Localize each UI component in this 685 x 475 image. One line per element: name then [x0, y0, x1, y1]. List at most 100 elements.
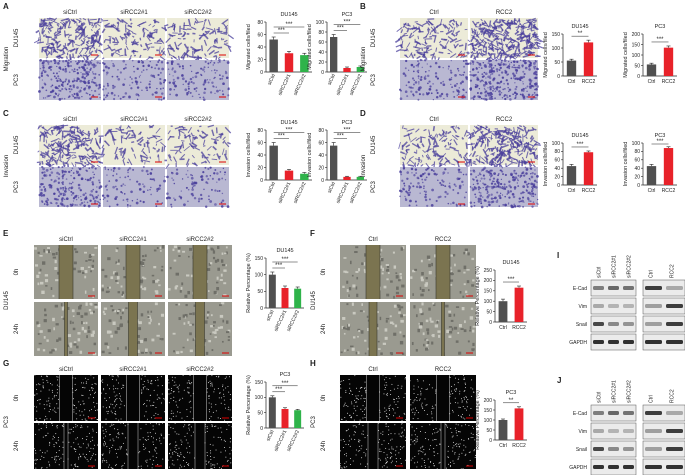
- stained-cell: [409, 182, 412, 185]
- stained-cell: [511, 40, 516, 44]
- stained-cell: [78, 48, 84, 55]
- cell-dot: [86, 447, 88, 449]
- x-tick-label: Ctrl: [648, 79, 656, 85]
- stained-cell: [105, 38, 111, 42]
- stained-cell: [403, 127, 408, 130]
- cell-dot: [37, 400, 39, 402]
- stained-cell: [46, 152, 51, 159]
- texture-spot: [155, 280, 159, 283]
- x-tick-label: RCC2: [512, 325, 526, 331]
- cell-dot: [85, 382, 87, 384]
- cell-dot: [54, 410, 56, 412]
- stained-cell: [43, 203, 46, 205]
- texture-spot: [36, 321, 39, 325]
- stained-cell: [165, 163, 170, 170]
- stained-cell: [427, 20, 434, 26]
- row-label: 24h: [321, 324, 327, 334]
- stained-cell: [57, 87, 59, 90]
- cell-dot: [85, 457, 87, 459]
- cell-dot: [220, 417, 222, 419]
- stained-cell: [157, 73, 160, 77]
- column-header: Ctrl: [429, 117, 438, 123]
- stained-cell: [78, 33, 85, 40]
- texture-spot: [114, 272, 119, 276]
- y-tick-label: 0: [321, 70, 324, 76]
- cell-dot: [100, 392, 102, 394]
- stained-cell: [209, 79, 211, 81]
- texture-spot: [112, 321, 116, 325]
- cell-dot: [40, 390, 42, 392]
- cell-dot: [83, 456, 85, 458]
- column-header: siRCC2#1: [120, 117, 148, 123]
- blot-strip: [642, 297, 685, 315]
- cell-dot: [54, 461, 56, 463]
- stained-cell: [207, 195, 210, 198]
- cell-dot: [140, 378, 142, 380]
- wound-gap: [441, 302, 445, 356]
- scratch-image: [168, 302, 232, 356]
- texture-spot: [189, 247, 193, 251]
- cell-dot: [57, 436, 59, 438]
- stained-cell: [425, 32, 430, 38]
- column-header: siRCC2#2: [184, 117, 212, 123]
- y-tick-label: 80: [257, 20, 263, 26]
- stained-cell: [404, 74, 407, 77]
- stained-cell: [145, 169, 149, 173]
- cell-dot: [148, 389, 150, 391]
- stained-cell: [69, 203, 72, 206]
- stained-cell: [424, 193, 427, 196]
- stained-cell: [400, 173, 403, 176]
- texture-spot: [215, 328, 219, 332]
- scratch-image: [34, 302, 98, 356]
- lane-label: Ctrl: [649, 270, 655, 278]
- stained-cell: [422, 185, 425, 188]
- cell-dot: [175, 415, 177, 417]
- cell-dot: [117, 419, 119, 421]
- stained-cell: [426, 145, 431, 153]
- stained-cell: [532, 183, 536, 186]
- stained-cell: [94, 38, 101, 45]
- fluorescence-image: [33, 422, 99, 469]
- texture-spot: [221, 263, 226, 267]
- stained-cell: [484, 91, 487, 94]
- wound-gap: [64, 302, 68, 356]
- protein-band: [608, 286, 619, 290]
- stained-cell: [111, 60, 113, 62]
- texture-spot: [345, 328, 349, 330]
- texture-spot: [471, 348, 475, 351]
- cell-dot: [80, 382, 82, 384]
- stained-cell: [533, 62, 536, 65]
- texture-spot: [154, 302, 158, 306]
- texture-spot: [224, 264, 227, 267]
- cell-dot: [55, 452, 57, 454]
- stained-cell: [500, 63, 502, 65]
- significance-stars: ***: [507, 277, 515, 283]
- stained-cell: [457, 70, 460, 72]
- stained-cell: [75, 96, 78, 99]
- stained-cell: [222, 136, 226, 141]
- image-background: [167, 60, 229, 100]
- stained-cell: [425, 162, 430, 168]
- texture-spot: [160, 313, 165, 317]
- texture-spot: [467, 340, 470, 343]
- stained-cell: [421, 181, 424, 184]
- stained-cell: [92, 94, 95, 97]
- stained-cell: [507, 189, 510, 193]
- texture-spot: [361, 303, 363, 306]
- cell-dot: [116, 397, 118, 399]
- stained-cell: [222, 139, 226, 144]
- stained-cell: [475, 158, 480, 162]
- stained-cell: [405, 59, 408, 63]
- stained-cell: [518, 64, 520, 67]
- cell-dot: [96, 409, 98, 411]
- stained-cell: [517, 23, 522, 27]
- stained-cell: [463, 89, 465, 92]
- cell-dot: [172, 379, 174, 381]
- bar-chart-A-PC3: [325, 21, 367, 73]
- stained-cell: [480, 133, 488, 138]
- stained-cell: [176, 76, 180, 80]
- cell-dot: [51, 384, 53, 386]
- stained-cell: [438, 133, 443, 137]
- stained-cell: [439, 43, 446, 49]
- x-tick-label: siRCC2#2: [293, 73, 308, 96]
